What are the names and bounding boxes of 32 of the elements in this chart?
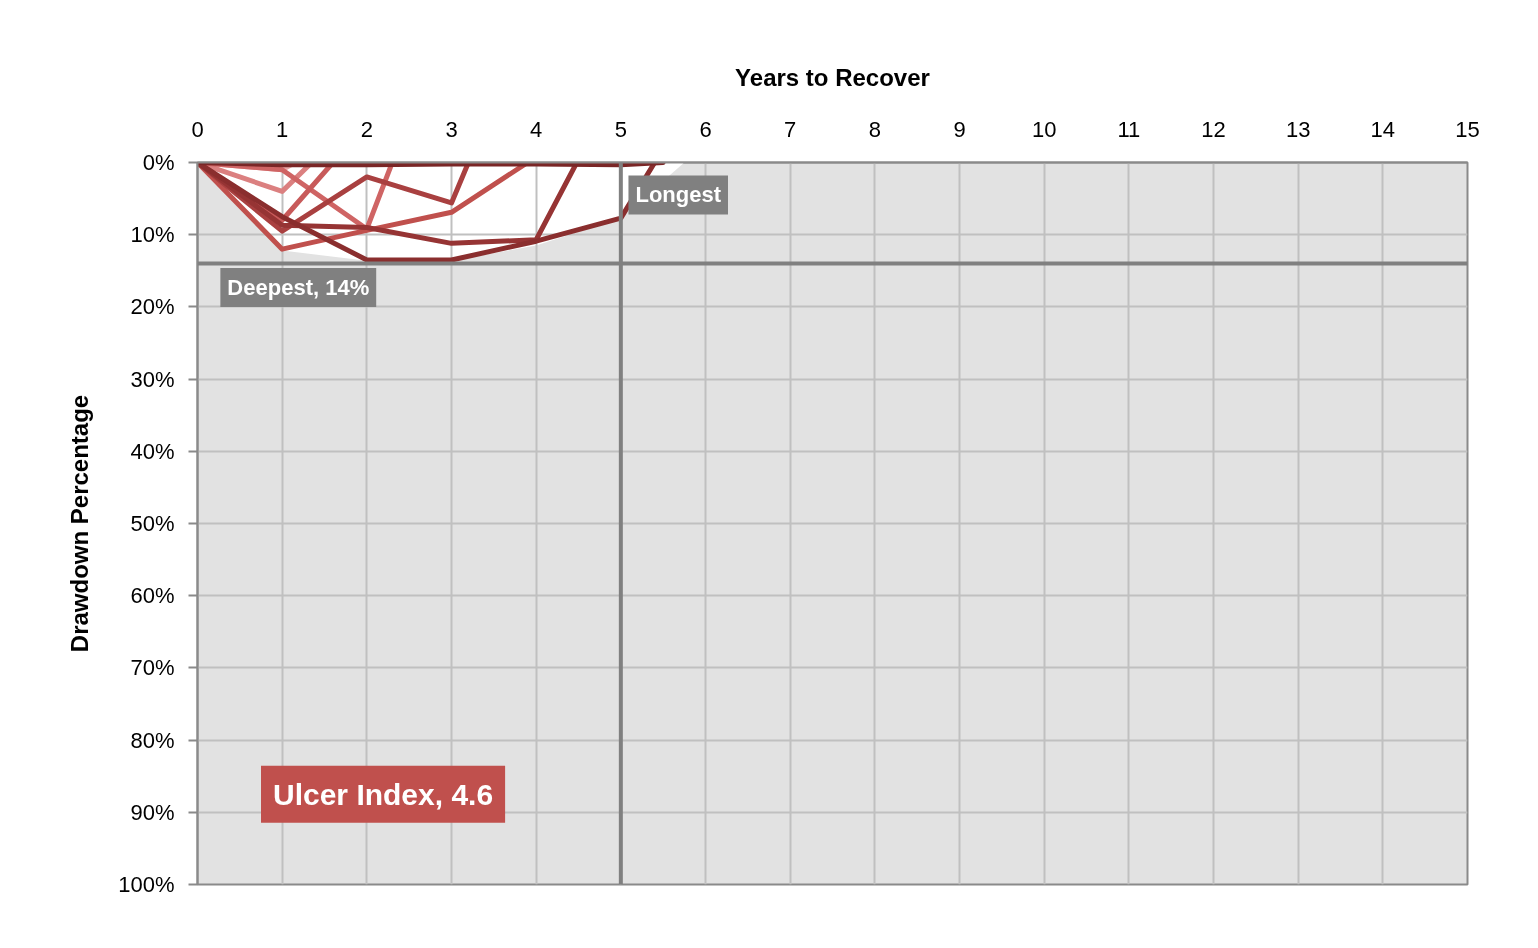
x-tick-label: 4 bbox=[530, 116, 543, 142]
x-tick-label: 14 bbox=[1370, 116, 1396, 142]
x-tick-label: 0 bbox=[191, 116, 204, 142]
y-axis-title: Drawdown Percentage bbox=[66, 394, 94, 653]
y-tick-label: 70% bbox=[130, 655, 175, 681]
x-tick-label: 11 bbox=[1117, 116, 1141, 142]
x-tick-label: 1 bbox=[276, 116, 289, 142]
x-tick-label: 8 bbox=[868, 116, 881, 142]
x-tick-label: 12 bbox=[1201, 116, 1226, 142]
x-tick-label: 10 bbox=[1031, 116, 1057, 142]
x-tick-label: 3 bbox=[445, 116, 458, 142]
y-tick-label: 10% bbox=[130, 222, 175, 248]
x-tick-label: 9 bbox=[953, 116, 966, 142]
y-tick-label: 20% bbox=[130, 294, 175, 320]
y-tick-label: 30% bbox=[130, 366, 175, 392]
x-axis-title: Years to Recover bbox=[735, 63, 930, 91]
y-tick-label: 0% bbox=[142, 150, 175, 175]
x-tick-label: 2 bbox=[360, 116, 373, 142]
y-tick-label: 100% bbox=[118, 872, 175, 897]
y-tick-label: 40% bbox=[130, 438, 175, 464]
x-tick-label: 7 bbox=[784, 116, 797, 142]
ref-line-label: Longest bbox=[635, 182, 722, 208]
y-tick-label: 50% bbox=[130, 511, 175, 536]
x-tick-label: 15 bbox=[1455, 116, 1480, 142]
annotation: Ulcer Index, 4.6 bbox=[273, 777, 494, 811]
y-tick-label: 90% bbox=[130, 799, 175, 825]
x-tick-label: 5 bbox=[614, 116, 627, 142]
ref-line-label: Deepest, 14% bbox=[227, 274, 370, 300]
y-tick-label: 60% bbox=[130, 583, 175, 609]
x-tick-label: 6 bbox=[699, 116, 712, 142]
x-tick-label: 13 bbox=[1285, 116, 1311, 142]
y-tick-label: 80% bbox=[130, 727, 175, 753]
